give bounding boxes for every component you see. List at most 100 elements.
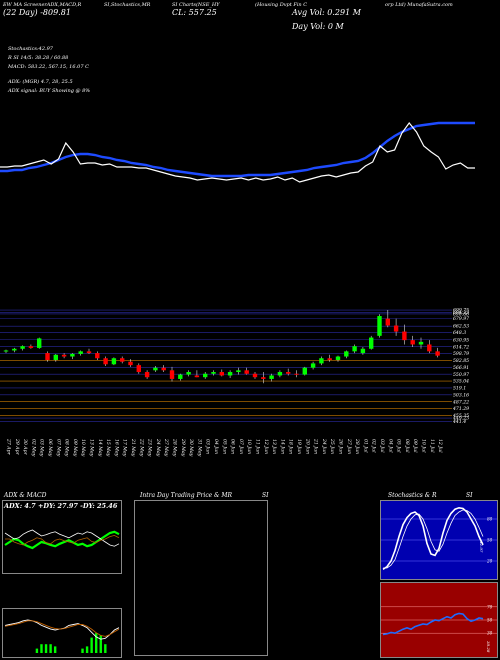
candle-body [12, 348, 17, 351]
candle-body [360, 348, 366, 354]
header-line1-right: (Housing Dvpt Fin C [255, 2, 308, 8]
rsi-lines: 70 50 30 38.28 [381, 604, 497, 653]
candle-body [377, 316, 382, 336]
candle-body [161, 367, 166, 371]
date-label: 20 Jun [304, 438, 310, 454]
rsi-value-label: 38.28 [486, 641, 491, 653]
price-level-label: 566.91 [453, 365, 469, 371]
adx-series-line [4, 529, 120, 547]
rsi-panel: 70 50 30 38.28 [380, 582, 498, 658]
candle-body [327, 358, 332, 360]
header-adx-signal: ADX signal: BUY Showing @ 8% [8, 88, 91, 94]
candle-body [294, 373, 299, 375]
candle-body [178, 374, 183, 379]
candle-body [136, 365, 141, 373]
candle-body [352, 346, 357, 352]
date-label: 04 Jul [387, 439, 393, 453]
date-label: 09 Jul [412, 439, 418, 453]
price-level-label: 519.1 [453, 386, 466, 392]
date-label: 12 Jul [437, 439, 443, 453]
date-label: 02 May [30, 439, 36, 457]
header-day-vol: Day Vol: 0 M [292, 22, 344, 31]
candle-body [344, 351, 349, 357]
price-level-label: 679.97 [453, 316, 469, 322]
price-level-label: 582.85 [453, 358, 469, 364]
candle-body [369, 337, 374, 349]
date-label: 08 Jul [404, 439, 410, 453]
stoch-panel-title-si: SI [466, 492, 473, 499]
adx-legend: ADX: 4.7 +DY: 27.97 -DY: 25.46 [4, 502, 118, 510]
date-label: 15 May [105, 439, 111, 457]
candle-body [435, 351, 440, 356]
date-label: 11 Jul [429, 439, 435, 453]
candle-body [410, 340, 415, 345]
date-label: 29 Apr [14, 438, 20, 456]
date-label: 18 Jun [288, 439, 294, 454]
date-label: 04 Jun [213, 439, 219, 454]
candle-body [111, 358, 117, 365]
date-label: 26 Jun [338, 438, 344, 454]
candle-body [45, 353, 50, 360]
date-label: 10 Jun [246, 439, 252, 454]
date-label: 27 Jun [346, 438, 352, 454]
macd-panel [2, 608, 122, 658]
macd-histogram-bar [40, 644, 43, 653]
intraday-panel [134, 500, 268, 656]
date-label: 30 Apr [22, 439, 28, 456]
price-level-label: 455.35 [452, 413, 469, 419]
header-stochastics: Stochastics:42.97 [8, 46, 53, 52]
candle-body [319, 358, 324, 364]
candle-body [302, 367, 307, 375]
date-label: 09 May [72, 439, 78, 457]
candle-body [28, 346, 34, 348]
adx-series-line [5, 534, 120, 546]
date-label: 13 May [89, 439, 95, 457]
moving-average-line [0, 121, 475, 178]
candle-body [70, 353, 75, 357]
price-level-label: 503.16 [453, 392, 469, 398]
candle-body [427, 344, 432, 352]
candle-body [286, 372, 291, 374]
macd-histogram-bar [99, 635, 102, 653]
stochastics-panel: 80 50 20 42.97 [380, 500, 498, 580]
macd-histogram-bar [104, 644, 107, 653]
price-level-label: 441.4 [452, 419, 466, 425]
date-label: 11 Jun [255, 439, 261, 454]
date-label: 05 Jun [221, 439, 227, 454]
price-line [0, 122, 475, 183]
date-label: 17 May [122, 439, 128, 457]
candle-body [103, 358, 108, 365]
header-adx: ADX: (MGR) 4.7, 28, 25.5 [8, 79, 73, 85]
date-label: 07 Jun [238, 439, 244, 454]
stoch-panel-title: Stochastics & R [388, 492, 437, 499]
candle-body [20, 346, 25, 349]
date-label: 03 May [39, 439, 45, 457]
date-label: 21 Jun [313, 438, 319, 454]
rsi-tick-label: 70 [487, 604, 493, 609]
date-label: 10 May [80, 439, 86, 457]
header-rsi: R SI 14/5: 38.28 / 60.88 [8, 55, 69, 61]
candle-body [86, 351, 92, 354]
candle-body [144, 372, 150, 378]
price-level-label: 630.95 [453, 337, 469, 343]
candle-body [219, 372, 224, 376]
date-label: 14 Jun [279, 439, 285, 454]
candle-body [335, 356, 341, 360]
stoch-tick-label: 80 [487, 517, 493, 522]
date-label: 14 May [97, 439, 103, 457]
date-label: 07 May [55, 439, 61, 457]
date-label: 10 Jul [421, 439, 427, 453]
date-label: 27 Apr [6, 438, 12, 456]
candle-body [269, 375, 274, 379]
date-label: 03 Jul [379, 439, 385, 453]
price-level-label: 662.53 [453, 324, 469, 330]
price-level-label: 614.72 [453, 344, 469, 350]
header-close-price: CL: 557.25 [172, 8, 217, 17]
price-level-label: 648.3 [453, 330, 466, 336]
intraday-panel-title: Intra Day Trading Price & MR [140, 492, 233, 499]
candle-body [153, 367, 158, 371]
macd-signal-line [4, 620, 120, 637]
candle-body [194, 375, 200, 378]
